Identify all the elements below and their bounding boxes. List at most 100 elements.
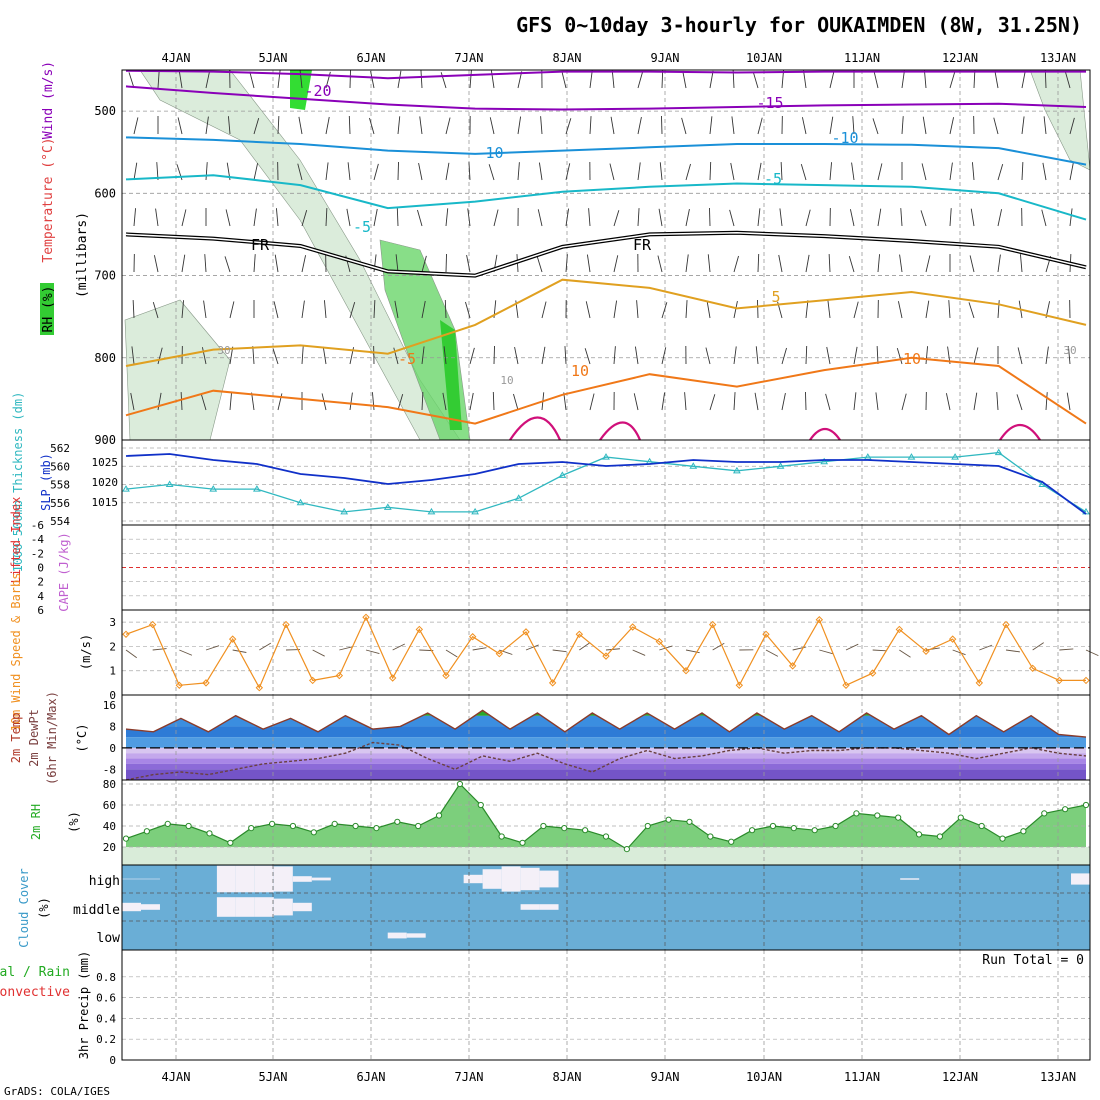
isotherm-label: 10	[571, 362, 589, 380]
wind-barb	[633, 393, 639, 411]
bottom-day-label: 5JAN	[259, 1070, 288, 1084]
wind-barb	[1069, 117, 1075, 135]
wind-speed-marker	[148, 620, 157, 629]
wind-barb	[277, 116, 280, 135]
rh-marker	[540, 822, 547, 830]
wind-barb	[897, 301, 903, 319]
wind-barb	[970, 208, 975, 227]
wind-barb	[1021, 70, 1026, 89]
wind-barb	[125, 649, 137, 659]
wind-barb	[733, 346, 737, 365]
wind-barb	[131, 346, 135, 365]
wind-barb	[611, 70, 615, 89]
wind-barb	[181, 209, 187, 227]
wind-barb	[489, 117, 495, 135]
wind-barb	[227, 116, 231, 135]
wind-barb	[685, 208, 690, 227]
wind-barb	[253, 208, 257, 227]
wind-speed-marker	[868, 669, 877, 677]
wind-barb	[948, 300, 951, 319]
thickness-marker	[907, 453, 916, 460]
wind-barb	[997, 209, 1003, 227]
rh-marker	[832, 822, 839, 830]
wind-barb	[349, 301, 356, 319]
cloud-cell	[254, 897, 274, 917]
rh-marker	[248, 825, 255, 832]
upper-air-panel: 500 600 700 800 900 -20 -15 -10 -10 -5 -5 FR FR 5 10 10…	[40, 61, 1091, 447]
minmax-y-label: (6hr Min/Max)	[45, 691, 59, 785]
wind-barb	[780, 162, 783, 181]
wind-barb	[685, 163, 691, 181]
wind-barb	[829, 71, 835, 89]
cloud-row-label: low	[97, 931, 121, 946]
wind-barb	[901, 70, 905, 89]
wind-barb	[973, 70, 976, 89]
wind-barb	[658, 208, 663, 227]
top-day-label: 7JAN	[455, 51, 484, 65]
wind-barb	[637, 208, 640, 227]
cloud-cell	[292, 902, 312, 912]
wind-barb	[205, 116, 209, 135]
isotherm-line	[599, 421, 642, 441]
wind-barb	[275, 208, 279, 227]
isotherm-label: -10	[476, 144, 503, 162]
thickness-marker	[951, 453, 959, 460]
isotherm-line	[125, 85, 1087, 111]
rh-marker	[435, 812, 443, 819]
wind-barb	[514, 346, 519, 365]
wind-barb	[1017, 347, 1023, 365]
wind-barb	[394, 300, 399, 319]
wind-barb	[657, 255, 663, 273]
thickness-tick-label: 554	[50, 515, 70, 528]
wind-barb	[1085, 649, 1099, 657]
wind-speed-marker	[388, 674, 397, 682]
isotherm-label: 10	[500, 374, 513, 387]
thickness-line	[125, 451, 1087, 513]
upper-y-label-wind: Wind (m/s)	[41, 61, 56, 139]
wind-barb	[661, 392, 666, 411]
pressure-tick-label: 700	[94, 269, 116, 283]
wind-barb	[949, 117, 955, 135]
thickness-marker	[209, 485, 218, 492]
wind-barb	[272, 348, 279, 365]
wind-barb	[872, 118, 879, 135]
rh-base	[122, 847, 1090, 865]
isotherm-label: 30	[217, 344, 230, 357]
wind-barb	[445, 162, 450, 181]
temp-band	[126, 753, 1086, 759]
wind-barb	[994, 70, 999, 89]
wind-tick-label: 0	[109, 689, 116, 702]
credit-label: GrADS: COLA/IGES	[4, 1085, 110, 1098]
wind-barb	[133, 162, 138, 181]
top-day-label: 4JAN	[162, 51, 191, 65]
wind-barb	[181, 254, 186, 273]
wind-barb	[709, 116, 713, 135]
wind-speed-marker	[895, 625, 904, 634]
wind-barb	[349, 392, 353, 411]
rh-marker	[331, 820, 338, 828]
wind-barb	[229, 392, 233, 411]
cloud-cell	[122, 878, 141, 880]
rh-marker	[644, 822, 651, 830]
wind-barb	[365, 649, 380, 654]
rh-area	[126, 784, 1086, 850]
cloud-y-label: Cloud Cover	[17, 868, 31, 947]
wind-barb	[152, 301, 159, 319]
wind-barb	[589, 393, 595, 411]
wind-barb	[996, 392, 999, 411]
wind-barb	[465, 301, 471, 319]
wind-speed-marker	[735, 681, 744, 689]
rh-marker	[289, 822, 297, 830]
wind-speed-marker	[442, 671, 450, 680]
wind-barb	[152, 648, 167, 651]
isotherm-label: 5	[771, 288, 780, 306]
wind-speed-marker	[1028, 664, 1037, 672]
rh-marker	[164, 820, 171, 828]
wind-speed-marker	[308, 676, 317, 685]
thickness-tick-label: 556	[50, 497, 70, 510]
wind-barb	[781, 392, 786, 411]
wind-barb	[325, 208, 328, 227]
precip-tick-label: 0	[109, 1054, 116, 1067]
wind-barb	[420, 70, 423, 89]
wind-barb	[805, 346, 808, 365]
